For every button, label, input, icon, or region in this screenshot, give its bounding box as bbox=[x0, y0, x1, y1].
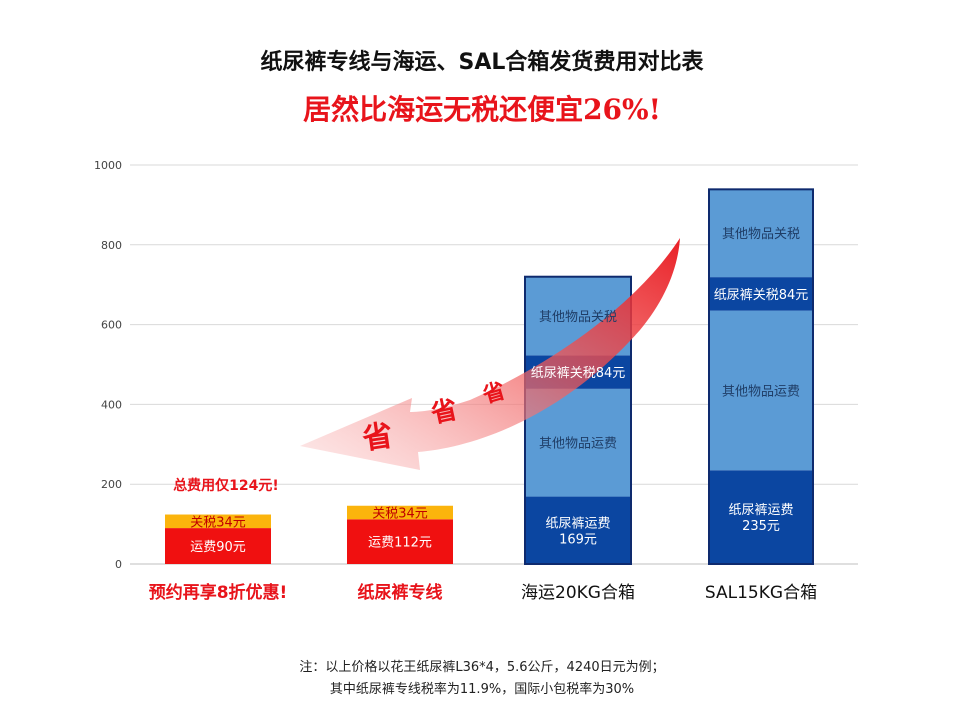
x-category-label: SAL15KG合箱 bbox=[705, 583, 817, 603]
segment-label: 其他物品关税 bbox=[722, 227, 800, 242]
savings-arrow bbox=[300, 238, 680, 470]
bar-segment bbox=[347, 519, 453, 564]
bar-segment bbox=[709, 277, 813, 311]
bar-segment bbox=[525, 496, 631, 564]
chart-subtitle: 居然比海运无税还便宜26%! bbox=[303, 93, 661, 126]
save-glyph: 省 bbox=[428, 395, 461, 430]
segment-label: 关税34元 bbox=[372, 507, 428, 522]
chart-title: 纸尿裤专线与海运、SAL合箱发货费用对比表 bbox=[260, 50, 704, 75]
segment-label: 运费112元 bbox=[368, 536, 432, 551]
x-category-label: 预约再享8折优惠! bbox=[149, 582, 288, 603]
bar-segment bbox=[165, 514, 271, 529]
segment-label: 纸尿裤运费 bbox=[728, 503, 793, 518]
segment-label: 169元 bbox=[559, 532, 597, 547]
segment-label: 其他物品运费 bbox=[722, 384, 800, 399]
save-glyph: 省 bbox=[360, 418, 395, 457]
bar-segment bbox=[347, 505, 453, 520]
segment-label: 235元 bbox=[742, 519, 780, 534]
bar-segment bbox=[709, 189, 813, 278]
bar-outline bbox=[524, 275, 632, 565]
x-category-label: 海运20KG合箱 bbox=[521, 583, 635, 603]
y-tick-label: 600 bbox=[101, 319, 122, 332]
segment-label: 其他物品运费 bbox=[539, 437, 617, 452]
bar-segment bbox=[709, 470, 813, 564]
total-cost-annotation: 总费用仅124元! bbox=[173, 477, 279, 494]
bar-segment bbox=[165, 528, 271, 564]
y-tick-label: 1000 bbox=[94, 159, 122, 172]
x-category-label: 纸尿裤专线 bbox=[358, 582, 443, 603]
footnote-line-2: 其中纸尿裤专线税率为11.9%，国际小包税率为30% bbox=[329, 682, 635, 697]
bar-segment bbox=[709, 310, 813, 471]
segment-label: 纸尿裤关税84元 bbox=[531, 366, 626, 381]
y-tick-label: 800 bbox=[101, 239, 122, 252]
segment-label: 运费90元 bbox=[190, 540, 246, 555]
segment-label: 关税34元 bbox=[190, 515, 246, 530]
bar-outline bbox=[708, 188, 814, 566]
footnote-line-1: 注：以上价格以花王纸尿裤L36*4，5.6公斤，4240日元为例； bbox=[299, 660, 665, 675]
y-tick-label: 200 bbox=[101, 478, 122, 491]
y-tick-label: 400 bbox=[101, 398, 122, 411]
y-tick-label: 0 bbox=[115, 558, 122, 571]
segment-label: 纸尿裤关税84元 bbox=[714, 288, 809, 303]
segment-label: 其他物品关税 bbox=[539, 310, 617, 325]
segment-label: 纸尿裤运费 bbox=[545, 516, 610, 531]
